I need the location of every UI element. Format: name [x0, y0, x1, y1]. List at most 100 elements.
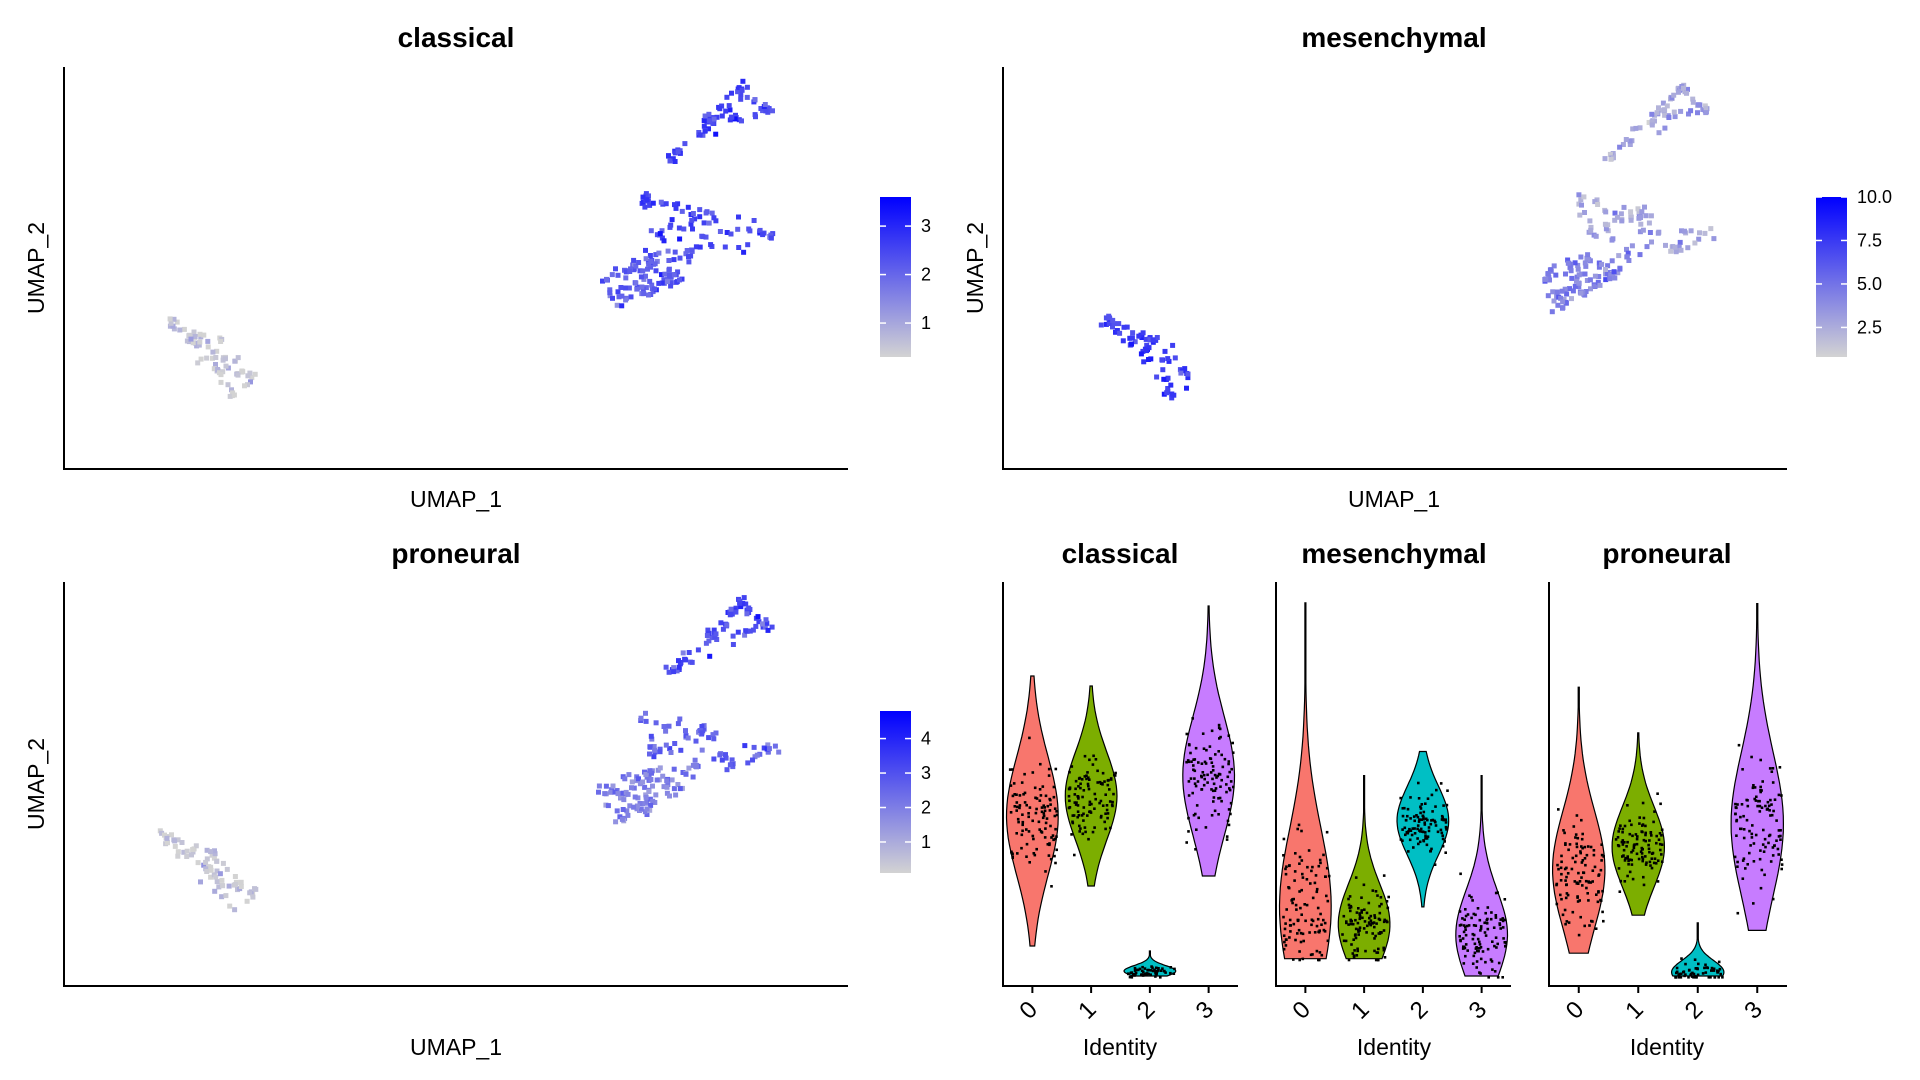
violin-point — [1439, 828, 1443, 832]
violin-point — [1458, 924, 1462, 927]
umap-point-cluster-3 — [1649, 122, 1655, 128]
violin-point — [1352, 954, 1356, 957]
violin-bodies-classical — [1005, 605, 1236, 979]
umap-point-cluster-3 — [720, 626, 726, 632]
umap-point-cluster-0 — [653, 252, 659, 258]
umap-point-cluster-0 — [692, 757, 698, 763]
violin-point — [1161, 967, 1164, 970]
violin-point — [1745, 798, 1748, 802]
umap-point-cluster-1 — [1682, 228, 1687, 234]
violin-point — [1052, 838, 1055, 842]
umap-point-cluster-1 — [690, 211, 696, 216]
violin-point — [1187, 794, 1191, 797]
violin-point — [1641, 801, 1645, 805]
umap-point-cluster-3 — [1678, 108, 1684, 114]
violin-point — [1320, 953, 1324, 957]
violin-point — [1206, 781, 1209, 784]
umap-point-cluster-3 — [739, 118, 744, 124]
violin-point — [1130, 976, 1134, 979]
violin-point — [1038, 828, 1041, 831]
umap-point-cluster-2 — [245, 373, 251, 379]
umap-point-cluster-3 — [719, 113, 725, 119]
violin-point — [1027, 812, 1030, 815]
violin-point — [1413, 827, 1416, 830]
violin-point — [1628, 858, 1632, 861]
violin-point — [1441, 834, 1444, 837]
violin-point — [1399, 796, 1402, 800]
umap-point-cluster-1 — [649, 736, 655, 742]
violin-point — [1187, 760, 1191, 764]
violin-point — [1476, 907, 1480, 910]
umap-point-cluster-0 — [1558, 295, 1564, 301]
violin-point — [1094, 758, 1098, 761]
violin-point — [1015, 832, 1018, 835]
umap-ylabel-proneural: UMAP_2 — [23, 738, 49, 830]
violin-point — [1327, 874, 1331, 878]
umap-point-cluster-1 — [657, 749, 663, 755]
umap-point-cluster-0 — [623, 269, 629, 275]
violin-point — [1489, 917, 1493, 921]
violin-point — [1621, 843, 1625, 846]
violin-point — [1225, 838, 1229, 841]
umap-point-cluster-1 — [1609, 237, 1615, 243]
violin-point — [1759, 785, 1762, 789]
violin-point — [1358, 917, 1362, 921]
umap-point-cluster-2 — [1117, 330, 1123, 336]
umap-point-cluster-2 — [210, 349, 216, 355]
violin-point — [1196, 780, 1200, 783]
umap-point-cluster-2 — [231, 392, 237, 398]
violin-point — [1021, 813, 1024, 816]
violin-point — [1149, 973, 1152, 976]
violin-point — [1777, 835, 1781, 838]
umap-point-cluster-0 — [671, 272, 677, 278]
violin-point — [1596, 900, 1600, 904]
umap-point-cluster-2 — [198, 356, 204, 362]
violin-point — [1445, 803, 1449, 807]
violin-point — [1070, 765, 1074, 768]
umap-point-cluster-0 — [1607, 276, 1613, 282]
violin-point — [1441, 816, 1444, 819]
umap-point-cluster-0 — [1565, 257, 1571, 263]
violin-point — [1101, 771, 1105, 775]
umap-point-cluster-0 — [631, 267, 637, 273]
violin-point — [1377, 917, 1381, 921]
violin-point — [1112, 792, 1115, 796]
violin-point — [1300, 859, 1304, 862]
umap-point-cluster-2 — [1107, 315, 1112, 321]
violin-point — [1035, 847, 1038, 851]
violin-point — [1092, 754, 1095, 758]
violin-point — [1483, 921, 1486, 925]
violin-point — [1635, 842, 1639, 846]
violin-point — [1494, 891, 1498, 895]
umap-point-cluster-2 — [190, 340, 196, 346]
umap-point-cluster-3 — [1660, 100, 1666, 106]
violin-point — [1201, 771, 1205, 774]
violin-point — [1427, 829, 1431, 833]
violin-point — [1495, 946, 1498, 949]
umap-point-cluster-2 — [248, 379, 253, 385]
violin-point — [1571, 856, 1575, 860]
umap-point-cluster-0 — [671, 786, 677, 792]
violin-point — [1155, 966, 1158, 970]
violin-point — [1568, 843, 1572, 846]
violin-point — [1645, 861, 1648, 864]
violin-point — [1077, 785, 1080, 788]
violin-point — [1636, 835, 1639, 838]
umap-point-cluster-0 — [623, 297, 629, 303]
violin-point — [1217, 723, 1221, 727]
violin-point — [1762, 828, 1765, 832]
violin-point — [1213, 789, 1217, 792]
umap-point-cluster-2 — [196, 342, 202, 348]
violin-point — [1661, 860, 1664, 863]
violin-point — [1656, 880, 1660, 883]
violin-point — [1231, 751, 1235, 754]
color-legend-ticks-mesenchymal: 2.55.07.510.0 — [1816, 187, 1892, 337]
violin-point — [1401, 839, 1404, 842]
violin-point — [1018, 806, 1021, 810]
violin-point — [1748, 851, 1751, 855]
umap-point-cluster-1 — [1628, 217, 1634, 223]
violin-point — [1039, 762, 1042, 766]
violin-point — [1632, 844, 1636, 847]
violin-point — [1412, 846, 1415, 849]
violin-point — [1344, 939, 1348, 943]
